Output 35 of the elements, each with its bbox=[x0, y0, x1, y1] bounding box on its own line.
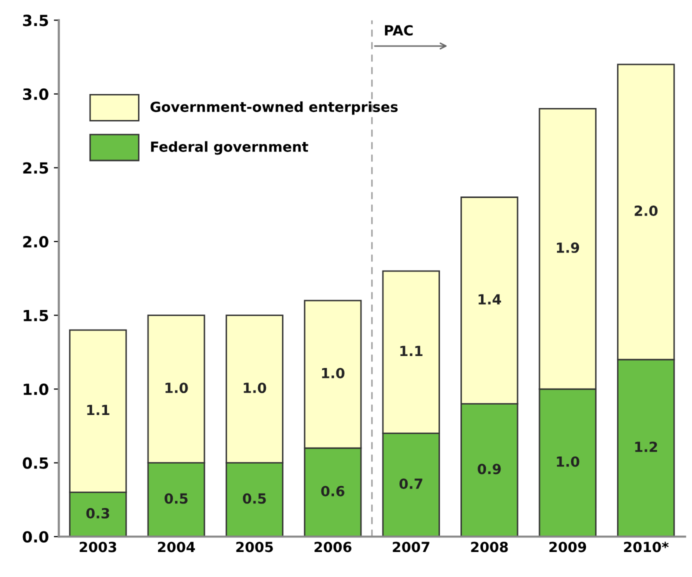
y-tick-label: 2.5 bbox=[23, 162, 48, 174]
legend-label: Government-owned enterprises bbox=[150, 101, 398, 115]
x-tick-label: 2006 bbox=[314, 542, 352, 552]
data-label: 1.0 bbox=[244, 382, 266, 394]
x-tick-label: 2003 bbox=[80, 542, 116, 552]
data-label: 1.0 bbox=[556, 456, 580, 467]
data-label: 0.9 bbox=[478, 464, 501, 474]
x-tick-label: 2010* bbox=[624, 542, 669, 552]
data-label: 1.0 bbox=[166, 382, 188, 394]
x-tick-label: 2007 bbox=[392, 542, 430, 552]
x-tick-label: 2004 bbox=[158, 542, 195, 552]
data-label: 2.0 bbox=[634, 206, 658, 216]
x-tick-label: 2008 bbox=[471, 542, 508, 552]
legend-label: Federal government bbox=[151, 141, 308, 155]
y-tick-label: 2.0 bbox=[23, 236, 48, 248]
x-tick-label: 2009 bbox=[549, 542, 586, 552]
y-tick-label: 0.0 bbox=[22, 531, 48, 543]
data-label: 0.6 bbox=[321, 486, 344, 496]
data-label: 0.7 bbox=[399, 478, 422, 489]
data-label: 1.9 bbox=[556, 242, 580, 253]
x-tick-label: 2005 bbox=[236, 542, 273, 552]
y-tick-label: 0.5 bbox=[22, 457, 48, 469]
annotation: PAC bbox=[384, 25, 413, 36]
y-tick-label: 3.5 bbox=[23, 14, 48, 26]
data-label: 0.5 bbox=[242, 493, 266, 504]
y-tick-label: 1.5 bbox=[24, 310, 48, 322]
data-label: 0.3 bbox=[86, 508, 110, 519]
data-label: 1.2 bbox=[635, 442, 658, 452]
data-label: 1.0 bbox=[322, 368, 344, 378]
y-tick-label: 1.0 bbox=[24, 384, 48, 396]
data-label: 1.4 bbox=[478, 294, 502, 304]
data-label: 1.1 bbox=[400, 346, 422, 356]
data-label: 0.5 bbox=[164, 493, 188, 504]
data-label: 1.1 bbox=[87, 404, 110, 416]
y-tick-label: 3.0 bbox=[23, 88, 48, 100]
